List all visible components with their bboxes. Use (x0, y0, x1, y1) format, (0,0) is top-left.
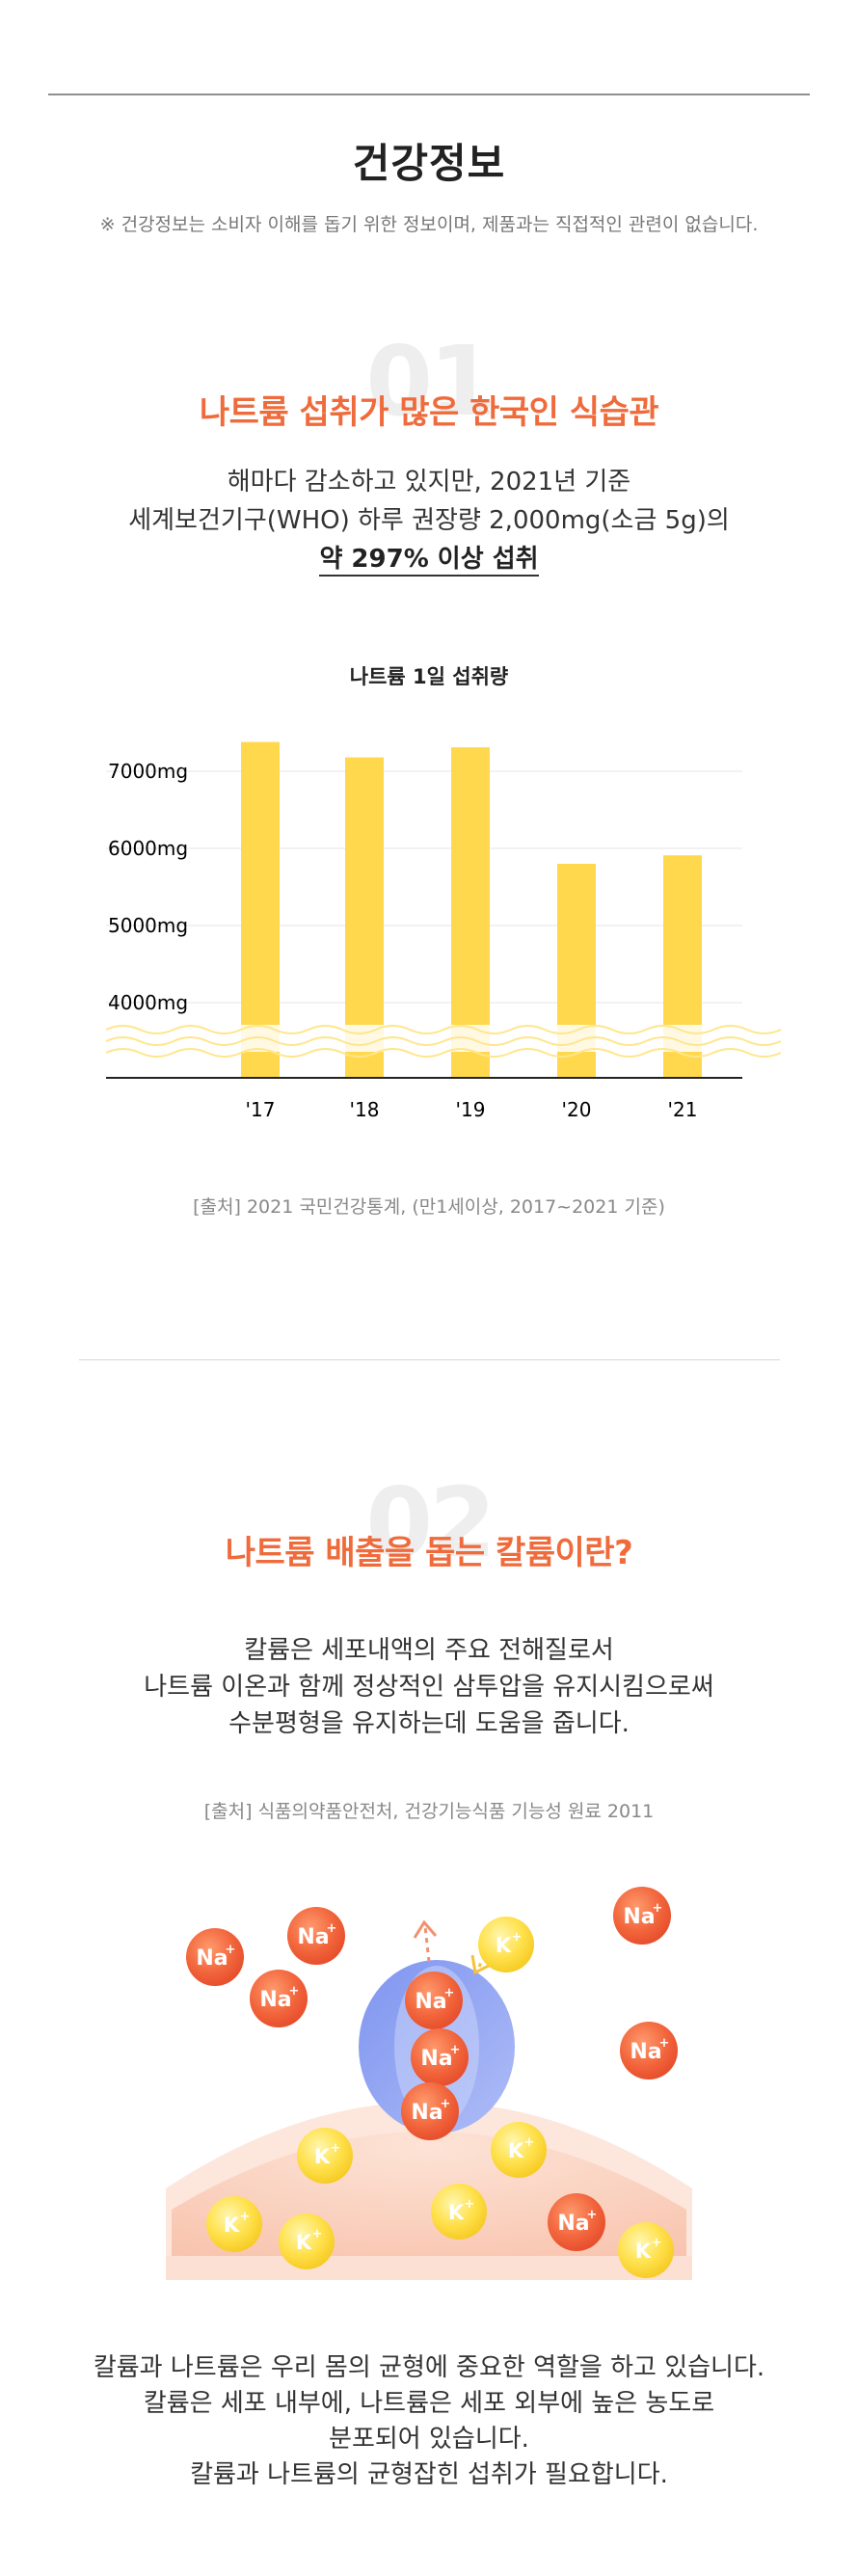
section2-source: [출처] 식품의약품안전처, 건강기능식품 기능성 원료 2011 (203, 1801, 655, 1822)
sodium-ion: Na+ (401, 2082, 459, 2140)
section1-emphasis-row: 약 297% 이상 섭취 (0, 540, 858, 578)
potassium-ion: K + (618, 2222, 674, 2278)
section2-title: 나트륨 배출을 돕는 칼륨이란? (225, 1534, 633, 1572)
closing-line2: 칼륨은 세포 내부에, 나트륨은 세포 외부에 높은 농도로 (143, 2389, 715, 2418)
section1-text-line1: 해마다 감소하고 있지만, 2021년 기준 (227, 468, 631, 496)
svg-text:K: K (296, 2231, 312, 2254)
top-divider (48, 94, 810, 95)
svg-text:K: K (508, 2139, 524, 2162)
section-divider (79, 1359, 780, 1360)
chart-title: 나트륨 1일 섭취량 (349, 665, 509, 688)
sodium-ion: Na+ (620, 2022, 678, 2080)
svg-text:Na: Na (420, 2047, 452, 2071)
x-tick-label: '20 (562, 1098, 592, 1121)
svg-text:Na: Na (623, 1905, 655, 1929)
svg-text:+: + (450, 2043, 461, 2057)
section1-emphasis: 약 297% 이상 섭취 (319, 545, 539, 577)
svg-text:+: + (226, 1943, 236, 1957)
svg-text:Na: Na (557, 2212, 589, 2236)
sodium-ion: Na+ (411, 2028, 469, 2086)
section2-text-line2: 나트륨 이온과 함께 정상적인 삼투압을 유지시킴으로써 (144, 1673, 714, 1702)
potassium-ion: K + (279, 2214, 335, 2269)
x-tick-label: '18 (350, 1098, 380, 1121)
sodium-ion: Na+ (405, 1972, 463, 2029)
svg-text:Na: Na (415, 1990, 446, 2014)
closing-line3: 분포되어 있습니다. (329, 2425, 529, 2454)
section-number-01: 01 (365, 325, 496, 438)
sodium-ion: Na+ (186, 1928, 244, 1986)
svg-text:K: K (448, 2201, 465, 2224)
page-title: 건강정보 (352, 140, 506, 187)
axis-break-band (106, 1025, 742, 1052)
svg-text:Na: Na (411, 2101, 442, 2125)
svg-text:+: + (289, 1984, 300, 1999)
disclaimer-note: ※ 건강정보는 소비자 이해를 돕기 위한 정보이며, 제품과는 직접적인 관련… (99, 214, 759, 235)
axis-break-wave (105, 1025, 782, 1034)
svg-text:+: + (465, 2197, 475, 2212)
x-tick-label: '17 (246, 1098, 276, 1121)
sodium-ion: Na+ (613, 1887, 671, 1945)
y-tick-label: 7000mg (108, 760, 188, 783)
svg-text:K: K (224, 2214, 240, 2237)
cell-ion-illustration: Na+Na+Na+Na+Na+Na+Na+Na+Na+K +K + K +K +K +K +K… (166, 1887, 692, 2280)
svg-text:+: + (659, 2036, 670, 2051)
potassium-ion: K + (431, 2184, 487, 2240)
svg-text:+: + (331, 2141, 341, 2156)
svg-text:Na: Na (259, 1988, 291, 2012)
x-tick-label: '19 (456, 1098, 486, 1121)
sodium-intake-chart: 4000mg 5000mg 6000mg 7000mg '17 '18 '19 '20 '21 (105, 741, 782, 1121)
potassium-ion: K + (297, 2128, 353, 2184)
y-tick-label: 5000mg (108, 914, 188, 937)
svg-text:Na: Na (630, 2040, 661, 2064)
bar (345, 757, 384, 1078)
sodium-ion: Na+ (548, 2193, 605, 2251)
closing-line1: 칼륨과 나트륨은 우리 몸의 균형에 중요한 역할을 하고 있습니다. (93, 2353, 765, 2382)
bar (241, 741, 280, 1078)
arrow-up-icon (423, 1925, 431, 1963)
svg-text:Na: Na (196, 1946, 228, 1971)
axis-break-wave (105, 1048, 782, 1058)
potassium-ion: K + (206, 2196, 262, 2252)
axis-break-wave (105, 1036, 782, 1046)
section1-source: [출처] 2021 국민건강통계, (만1세이상, 2017~2021 기준) (193, 1196, 665, 1218)
cell-base (166, 2256, 692, 2280)
bar (451, 747, 490, 1078)
y-tick-label: 4000mg (108, 991, 188, 1014)
svg-text:+: + (441, 2097, 451, 2111)
sodium-ion: Na+ (287, 1907, 345, 1965)
svg-text:K: K (635, 2240, 652, 2263)
sodium-ion: Na+ (250, 1970, 308, 2027)
svg-text:+: + (444, 1986, 455, 2000)
svg-text:K: K (314, 2145, 331, 2168)
svg-text:+: + (512, 1930, 523, 1945)
potassium-ion: K + (478, 1917, 534, 1972)
svg-text:Na: Na (297, 1925, 329, 1949)
svg-text:+: + (240, 2210, 251, 2224)
closing-line4: 칼륨과 나트륨의 균형잡힌 섭취가 필요합니다. (190, 2460, 668, 2489)
y-tick-label: 6000mg (108, 837, 188, 860)
svg-text:+: + (652, 2236, 662, 2250)
svg-text:+: + (653, 1901, 663, 1916)
x-tick-label: '21 (668, 1098, 698, 1121)
svg-text:+: + (524, 2135, 535, 2150)
svg-text:+: + (327, 1921, 337, 1936)
section-number-02: 02 (365, 1466, 496, 1579)
svg-text:+: + (312, 2227, 323, 2241)
section2-text-line3: 수분평형을 유지하는데 도움을 줍니다. (228, 1709, 630, 1738)
potassium-ion: K + (491, 2122, 547, 2178)
section2-text-line1: 칼륨은 세포내액의 주요 전해질로서 (244, 1636, 614, 1665)
section1-text-line2: 세계보건기구(WHO) 하루 권장량 2,000mg(소금 5g)의 (128, 506, 730, 535)
svg-text:K: K (496, 1934, 512, 1957)
section1-title: 나트륨 섭취가 많은 한국인 식습관 (199, 393, 659, 432)
svg-text:+: + (587, 2208, 598, 2222)
